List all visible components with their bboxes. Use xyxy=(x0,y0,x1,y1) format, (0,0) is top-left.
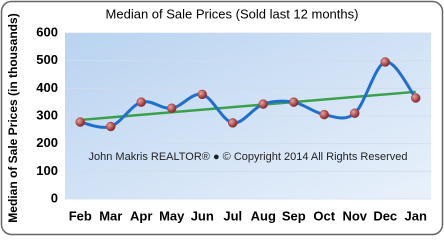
y-tick-label: 100 xyxy=(36,163,58,178)
marker xyxy=(258,99,268,109)
marker xyxy=(106,121,116,132)
marker xyxy=(228,118,238,128)
y-tick-label: 300 xyxy=(36,107,58,122)
x-tick-label: Jan xyxy=(405,208,427,223)
annotation: John Makris REALTOR® ● © Copyright 2014 … xyxy=(89,151,408,163)
marker xyxy=(411,93,421,103)
marker xyxy=(197,89,207,100)
x-tick-label: Jun xyxy=(191,208,214,223)
y-tick-label: 500 xyxy=(36,52,58,67)
x-tick-label: Nov xyxy=(342,208,367,223)
marker xyxy=(289,97,299,107)
x-tick-label: Aug xyxy=(251,208,276,223)
y-tick-label: 600 xyxy=(36,24,58,39)
chart-title: Median of Sale Prices (Sold last 12 mont… xyxy=(106,6,359,21)
x-tick-label: Jul xyxy=(223,208,242,223)
x-tick-label: Oct xyxy=(313,208,335,223)
x-tick-label: Feb xyxy=(69,208,92,223)
x-tick-label: Apr xyxy=(130,208,152,223)
x-tick-label: Dec xyxy=(373,208,397,223)
marker xyxy=(350,108,360,118)
marker xyxy=(167,103,177,114)
marker xyxy=(75,117,85,127)
trend-line xyxy=(80,90,416,122)
y-axis-label: Median of Sale Prices (in thousands) xyxy=(6,13,20,222)
marker xyxy=(136,97,146,107)
x-tick-label: Mar xyxy=(99,208,122,223)
marker xyxy=(380,57,390,67)
y-tick-label: 200 xyxy=(36,135,58,150)
marker xyxy=(319,109,329,120)
y-tick-label: 400 xyxy=(36,80,58,95)
y-tick-label: 0 xyxy=(51,190,58,205)
x-tick-label: May xyxy=(159,208,185,223)
x-tick-label: Sep xyxy=(282,208,306,223)
